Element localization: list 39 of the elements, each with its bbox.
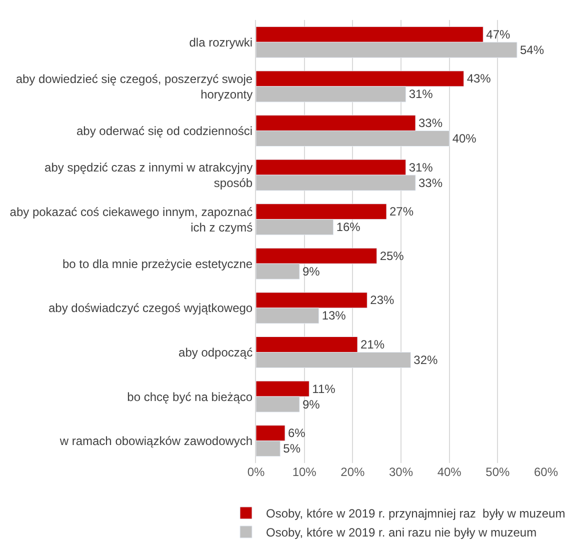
data-label: 31% <box>408 160 434 174</box>
data-label: 25% <box>380 248 404 263</box>
x-tick-label: 20% <box>340 465 365 479</box>
data-label: 9% <box>302 264 320 278</box>
data-label: 31% <box>408 87 434 102</box>
y-tick-label: aby doświadczyć czegoś wyjątkowego <box>48 301 253 316</box>
y-tick-label: bo chcę być na bieżąco <box>127 390 253 404</box>
data-label: 16% <box>336 220 361 234</box>
data-label: 21% <box>360 337 385 352</box>
data-label: 33% <box>418 176 443 190</box>
y-tick-label: aby odpocząć <box>178 345 253 360</box>
data-label: 9% <box>302 397 320 412</box>
y-tick-label: bo to dla mnie przeżycie estetyczne <box>62 256 253 271</box>
x-tick-label: 40% <box>437 465 462 479</box>
data-label: 54% <box>520 42 544 57</box>
data-label: 27% <box>390 204 414 219</box>
y-tick-label: aby dowiedzieć się czegoś, poszerzyć swoje horyzonty <box>16 72 253 102</box>
y-tick-label: aby oderwać się od codzienności <box>76 124 253 138</box>
data-label: 43% <box>466 72 492 86</box>
legend-label: Osoby, które w 2019 r. ani razu nie były w muzeum <box>266 526 537 540</box>
legend-label: Osoby, które w 2019 r. przynajmniej raz były w muzeum <box>266 506 566 521</box>
x-tick-label: 0% <box>247 465 265 479</box>
x-tick-label: 10% <box>292 465 317 479</box>
x-tick-label: 60% <box>534 465 558 479</box>
x-tick-label: 50% <box>486 465 510 479</box>
y-tick-label: w ramach obowiązków zawodowych <box>58 434 253 448</box>
data-label: 32% <box>414 353 438 367</box>
data-label: 11% <box>312 382 336 396</box>
data-label: 47% <box>486 27 511 42</box>
y-tick-label: dla rozrywki <box>189 35 253 50</box>
x-tick-label: 30% <box>388 465 414 479</box>
data-label: 6% <box>288 426 306 440</box>
data-label: 13% <box>322 308 346 323</box>
data-label: 5% <box>283 442 301 456</box>
data-label: 33% <box>418 116 443 130</box>
y-tick-label: aby pokazać coś ciekawego innym, zapoznać ich z czymś <box>10 204 253 234</box>
data-label: 23% <box>370 293 395 308</box>
data-label: 40% <box>452 132 477 146</box>
y-tick-label: aby spędzić czas z innymi w atrakcyjny sposób <box>44 160 253 190</box>
